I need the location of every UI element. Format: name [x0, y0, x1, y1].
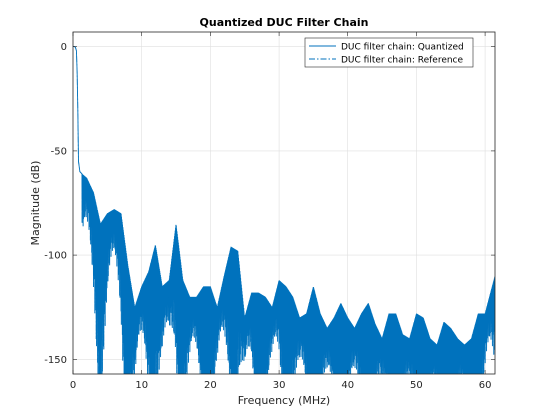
chart-title: Quantized DUC Filter Chain [200, 16, 369, 29]
y-tick-label: -150 [44, 355, 67, 366]
series-reference-line [73, 46, 495, 374]
legend: DUC filter chain: Quantized DUC filter c… [304, 37, 474, 68]
y-tick-label: -100 [44, 251, 67, 262]
x-axis-label: Frequency (MHz) [238, 394, 330, 407]
axes-box [72, 31, 496, 375]
x-tick-label: 30 [273, 380, 286, 391]
x-tick-label: 10 [135, 380, 148, 391]
x-tick-label: 60 [479, 380, 492, 391]
x-tick-label: 50 [410, 380, 423, 391]
plot-lines [73, 46, 495, 374]
y-tick-label: -50 [51, 146, 67, 157]
legend-box [304, 37, 474, 68]
legend-label-quantized: DUC filter chain: Quantized [341, 43, 464, 53]
x-tick-label: 20 [204, 380, 217, 391]
legend-label-reference: DUC filter chain: Reference [341, 56, 464, 66]
x-tick-label: 0 [70, 380, 76, 391]
y-axis-label: Magnitude (dB) [29, 161, 42, 246]
axis-ticks: 0 10 20 30 40 50 60 0 -50 -100 -150 [44, 32, 495, 391]
x-tick-label: 40 [341, 380, 354, 391]
y-tick-label: 0 [61, 42, 67, 53]
